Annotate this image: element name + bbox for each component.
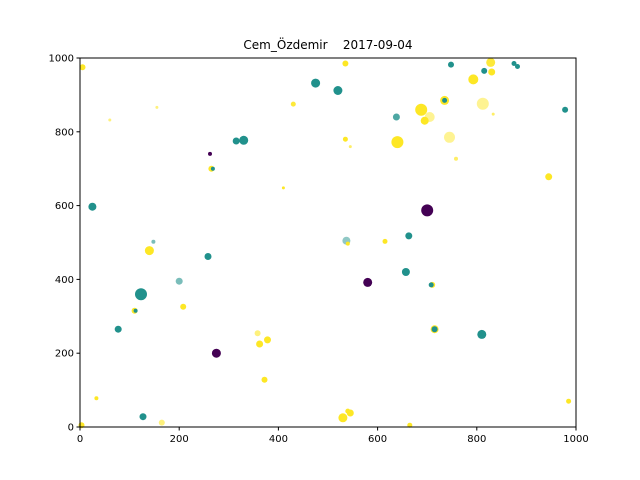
scatter-point xyxy=(486,57,496,67)
x-axis: 0 200 400 600 800 1000 xyxy=(77,427,589,445)
scatter-point xyxy=(175,277,183,285)
scatter-point xyxy=(88,202,97,211)
scatter-point xyxy=(155,105,159,109)
scatter-point xyxy=(405,232,413,240)
x-tick-label: 800 xyxy=(467,434,486,445)
scatter-point xyxy=(108,118,112,122)
scatter-point xyxy=(431,326,438,333)
scatter-point xyxy=(79,64,86,71)
points-layer xyxy=(78,57,572,429)
x-tick-label: 400 xyxy=(269,434,288,445)
y-tick-label: 800 xyxy=(55,127,74,138)
scatter-point xyxy=(338,413,348,423)
scatter-point xyxy=(348,145,352,149)
x-tick-label: 600 xyxy=(368,434,387,445)
scatter-point xyxy=(256,340,264,348)
scatter-point xyxy=(180,303,187,310)
scatter-point xyxy=(342,60,349,67)
scatter-point xyxy=(407,422,413,428)
scatter-point xyxy=(114,325,122,333)
scatter-point xyxy=(454,156,458,161)
scatter-point xyxy=(562,106,569,113)
scatter-point xyxy=(401,268,410,276)
scatter-point xyxy=(144,246,154,256)
y-axis: 0 200 400 600 800 1000 xyxy=(49,54,80,434)
scatter-point xyxy=(211,348,221,358)
scatter-point xyxy=(94,396,99,401)
scatter-point xyxy=(311,78,321,88)
scatter-point xyxy=(345,408,351,414)
scatter-point xyxy=(415,103,428,116)
scatter-point xyxy=(476,97,489,110)
scatter-point xyxy=(210,166,215,171)
scatter-point xyxy=(135,288,147,301)
scatter-point xyxy=(382,238,388,244)
plot-frame xyxy=(79,57,577,428)
scatter-point xyxy=(290,101,296,107)
scatter-point xyxy=(204,253,212,260)
scatter-point xyxy=(424,112,435,122)
scatter-point xyxy=(391,136,404,149)
scatter-point xyxy=(158,419,165,426)
y-tick-label: 0 xyxy=(68,423,74,434)
scatter-point xyxy=(239,135,249,145)
scatter-point xyxy=(566,398,572,404)
x-tick-label: 0 xyxy=(77,434,83,445)
scatter-point xyxy=(342,136,348,142)
scatter-point xyxy=(151,239,156,244)
y-tick-label: 200 xyxy=(55,349,74,360)
scatter-point xyxy=(421,204,434,217)
scatter-point xyxy=(515,64,520,69)
scatter-point xyxy=(477,329,487,339)
y-tick-label: 600 xyxy=(55,201,74,212)
scatter-point xyxy=(345,241,350,246)
scatter-point xyxy=(281,186,285,190)
scatter-point xyxy=(491,112,495,116)
x-tick-label: 1000 xyxy=(563,434,588,445)
scatter-point xyxy=(488,68,496,76)
scatter-point xyxy=(333,86,343,95)
scatter-point xyxy=(468,74,479,85)
scatter-point xyxy=(363,277,373,287)
scatter-point xyxy=(481,67,488,74)
scatter-point xyxy=(545,173,553,181)
scatter-point xyxy=(444,131,455,143)
scatter-point xyxy=(133,308,138,313)
y-tick-label: 1000 xyxy=(49,54,74,65)
scatter-point xyxy=(442,97,448,103)
scatter-point xyxy=(261,376,268,383)
scatter-point xyxy=(254,330,261,337)
scatter-point xyxy=(139,413,147,421)
chart-title: Cem_Özdemir 2017-09-04 xyxy=(243,36,412,52)
scatter-point xyxy=(511,61,517,66)
x-tick-label: 200 xyxy=(170,434,189,445)
scatter-point xyxy=(208,151,212,156)
scatter-point xyxy=(448,61,454,68)
y-tick-label: 400 xyxy=(55,275,74,286)
scatter-point xyxy=(392,113,400,121)
scatter-point xyxy=(428,282,434,288)
scatter-point xyxy=(264,336,271,344)
scatter-point xyxy=(232,137,240,145)
